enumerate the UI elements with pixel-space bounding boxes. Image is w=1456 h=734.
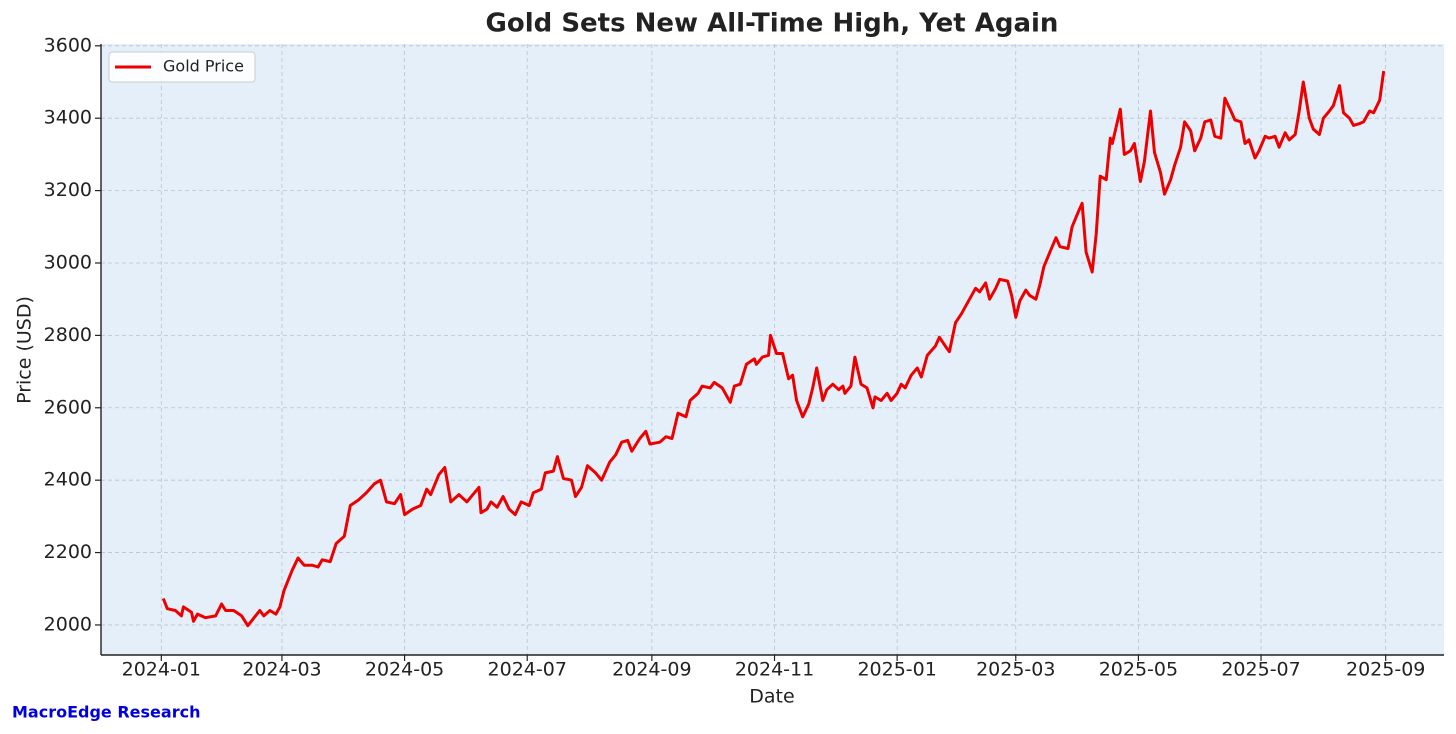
legend-label: Gold Price: [163, 57, 244, 76]
x-tick-label: 2024-03: [242, 659, 321, 681]
y-axis-label: Price (USD): [14, 296, 36, 404]
plot-area: [101, 44, 1444, 655]
legend-box: [108, 51, 256, 83]
x-tick-label: 2024-09: [612, 659, 691, 681]
x-tick-label: 2025-05: [1099, 659, 1178, 681]
y-tick-label: 3000: [44, 251, 92, 273]
x-tick-label: 2025-07: [1221, 659, 1300, 681]
x-tick-label: 2024-05: [365, 659, 444, 681]
x-tick-label: 2025-01: [857, 659, 936, 681]
x-tick-label: 2024-01: [122, 659, 201, 681]
x-axis-label: Date: [749, 686, 794, 708]
price-line: [161, 70, 1386, 628]
y-tick-label: 2600: [44, 396, 92, 418]
source: MacroEdge Research: [12, 703, 200, 722]
x-tick-label: 2024-11: [735, 659, 814, 681]
x-tick-label: 2025-09: [1346, 659, 1425, 681]
y-tick-label: 2200: [44, 541, 92, 563]
y-tick-label: 2000: [44, 613, 92, 635]
y-tick-label: 2800: [44, 324, 92, 346]
y-tick-label: 3600: [44, 34, 92, 56]
y-tick-label: 2400: [44, 469, 92, 491]
x-tick-label: 2025-03: [976, 659, 1055, 681]
chart-title: Gold Sets New All-Time High, Yet Again: [486, 9, 1059, 39]
y-tick-label: 3400: [44, 107, 92, 129]
x-tick-label: 2024-07: [488, 659, 567, 681]
y-tick-label: 3200: [44, 179, 92, 201]
